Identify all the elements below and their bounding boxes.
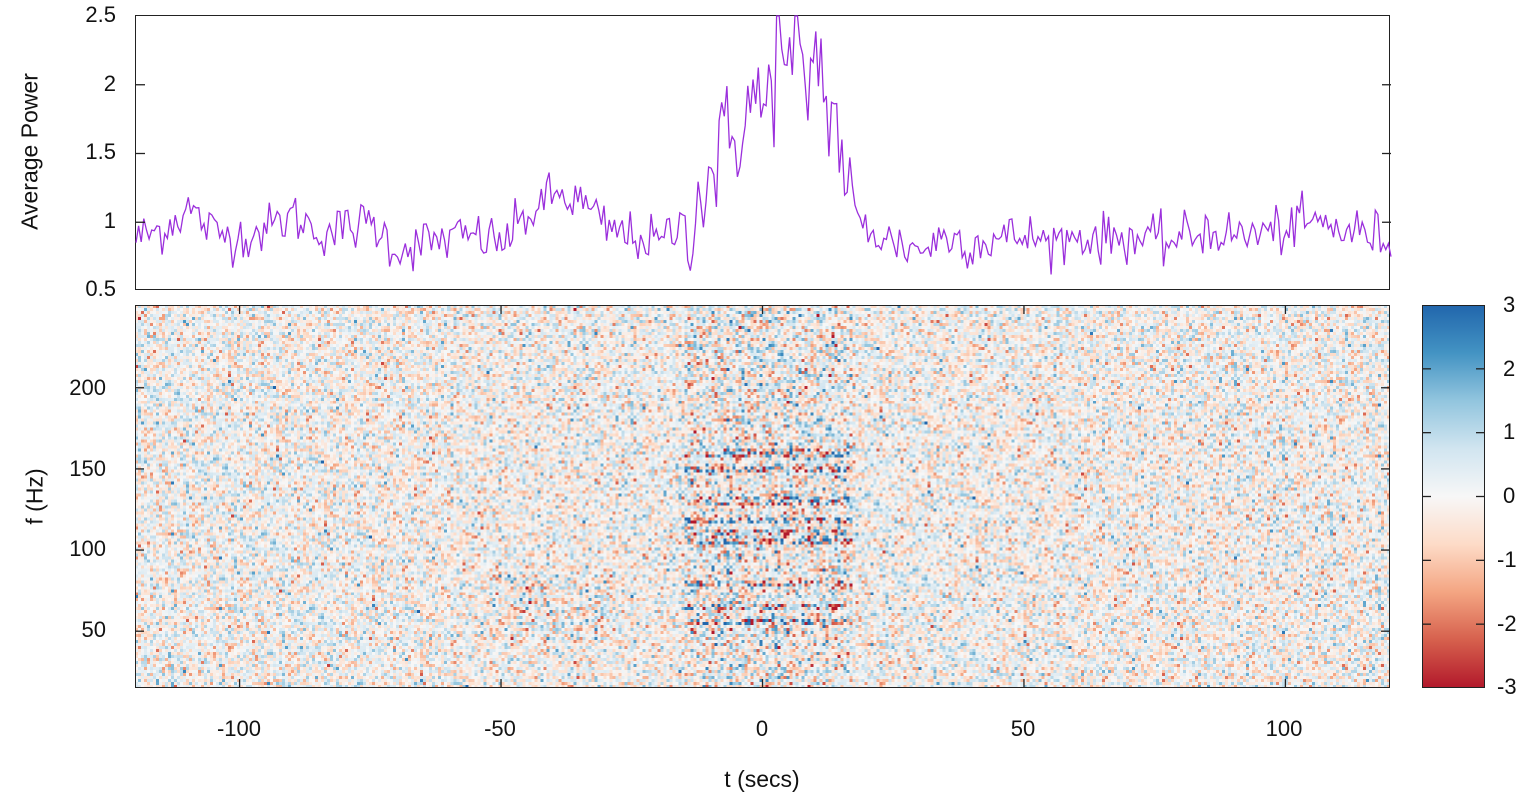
- x-tick-100: 100: [1265, 716, 1303, 741]
- spectrogram-ticks: [135, 305, 1390, 688]
- top-y-tick-1.5: 1.5: [85, 139, 116, 164]
- x-axis-title: t (secs): [724, 766, 800, 792]
- bottom-y-tick-50: 50: [81, 617, 106, 642]
- cbar-tick-minus-1: -1: [1497, 547, 1517, 572]
- top-y-tick-0.5: 0.5: [85, 276, 116, 301]
- spectrogram-frame: [135, 305, 1390, 688]
- top-plot-area: [135, 15, 1392, 290]
- x-tick-0: 0: [755, 716, 769, 741]
- spectrogram-plot-area: [135, 305, 1390, 688]
- cbar-tick-minus-2: -2: [1497, 611, 1517, 636]
- colorbar-gradient: [1422, 305, 1485, 688]
- bottom-y-tick-200: 200: [69, 375, 106, 400]
- bottom-y-tick-100: 100: [69, 536, 106, 561]
- cbar-tick-0: 0: [1503, 483, 1516, 508]
- cbar-tick-2: 2: [1503, 356, 1516, 381]
- cbar-tick-3: 3: [1503, 292, 1516, 317]
- x-tick-50: 50: [1010, 716, 1036, 741]
- bottom-y-tick-150: 150: [69, 456, 106, 481]
- cbar-tick-1: 1: [1503, 419, 1516, 444]
- top-y-tick-2.5: 2.5: [85, 2, 116, 27]
- top-y-tick-2: 2: [103, 71, 116, 96]
- cbar-tick-minus-3: -3: [1497, 674, 1517, 699]
- colorbar: [1422, 305, 1485, 688]
- spectrogram-heatmap: [135, 305, 1390, 688]
- x-tick-minus-50: -50: [484, 716, 516, 741]
- x-tick-minus-100: -100: [216, 716, 262, 741]
- top-y-tick-1: 1: [103, 208, 116, 233]
- colorbar-ticks: [1422, 368, 1485, 625]
- colorbar-frame: [1422, 305, 1485, 688]
- average-power-line: [135, 15, 1392, 275]
